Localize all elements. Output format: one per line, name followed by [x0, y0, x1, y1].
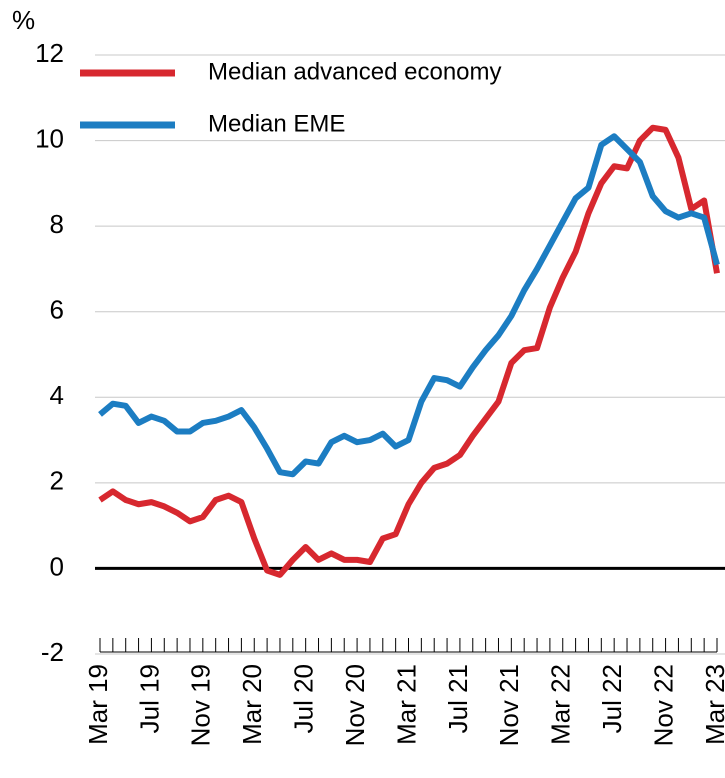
y-tick-label: 4 [50, 380, 64, 410]
x-tick-label: Mar 20 [237, 664, 267, 745]
x-tick-label: Nov 22 [648, 664, 678, 746]
y-tick-label: 10 [35, 123, 64, 153]
legend-label: Median EME [208, 110, 345, 137]
x-tick-label: Mar 23 [700, 664, 725, 745]
x-tick-label: Mar 21 [391, 664, 421, 745]
series-line [98, 124, 720, 578]
y-tick-label: -2 [41, 637, 64, 667]
y-tick-label: 0 [50, 551, 64, 581]
y-axis-unit: % [12, 5, 35, 35]
x-tick-label: Jul 22 [597, 664, 627, 733]
x-tick-label: Mar 22 [546, 664, 576, 745]
x-tick-label: Nov 20 [340, 664, 370, 746]
y-tick-label: 12 [35, 38, 64, 68]
x-tick-label: Jul 21 [443, 664, 473, 733]
x-tick-label: Mar 19 [83, 664, 113, 745]
x-tick-label: Jul 20 [289, 664, 319, 733]
y-tick-label: 6 [50, 295, 64, 325]
y-tick-label: 2 [50, 466, 64, 496]
x-tick-label: Nov 21 [494, 664, 524, 746]
y-tick-label: 8 [50, 209, 64, 239]
x-tick-label: Nov 19 [186, 664, 216, 746]
series-line [98, 133, 720, 478]
legend-label: Median advanced economy [208, 58, 502, 85]
x-tick-label: Jul 19 [134, 664, 164, 733]
